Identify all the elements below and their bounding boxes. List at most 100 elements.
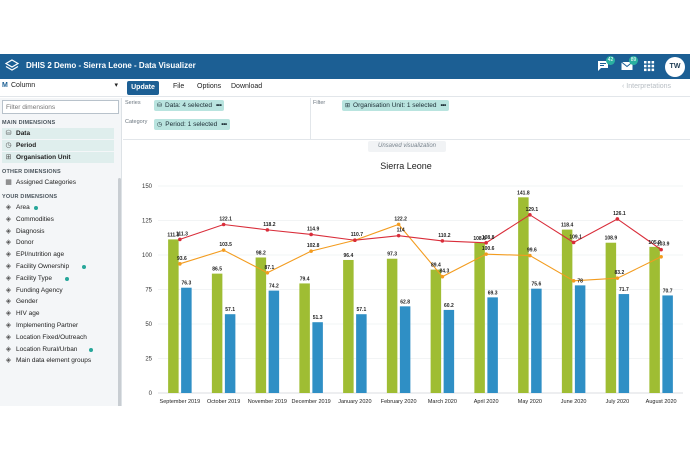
red-point[interactable] xyxy=(484,241,488,245)
bar-green[interactable] xyxy=(343,259,354,393)
red-point[interactable] xyxy=(571,240,576,245)
chart-gridlines xyxy=(158,185,683,394)
red-point[interactable] xyxy=(178,237,182,242)
dimension-gender[interactable]: ◈ Gender xyxy=(2,296,114,307)
data-label-orange: 122.2 xyxy=(394,216,407,222)
orange-point[interactable] xyxy=(659,254,663,259)
bar-blue[interactable] xyxy=(181,287,192,393)
y-axis: 0 25 50 75 100 125 150 xyxy=(142,184,153,397)
bar-blue[interactable] xyxy=(443,309,455,393)
red-point[interactable] xyxy=(265,228,270,232)
series-data-chip[interactable]: ⛁ Data: 4 selected ••• xyxy=(154,100,225,111)
orange-point[interactable] xyxy=(615,276,620,280)
category-period-chip[interactable]: ◷ Period: 1 selected ••• xyxy=(154,119,230,130)
bar-green[interactable] xyxy=(430,269,442,393)
orange-point[interactable] xyxy=(309,249,313,253)
bar-green[interactable] xyxy=(605,242,617,393)
bar-blue[interactable] xyxy=(268,290,280,393)
x-tick-label: October 2019 xyxy=(207,399,240,405)
orange-point[interactable] xyxy=(178,262,182,266)
bar-green[interactable] xyxy=(561,229,573,393)
dimension-hiv-age[interactable]: ◈ HIV age xyxy=(2,308,114,319)
visualization-type-select[interactable]: M Column ▾ xyxy=(2,81,120,95)
bar-blue[interactable] xyxy=(574,285,586,393)
dimension-implementing-partner[interactable]: ◈ Implementing Partner xyxy=(2,320,114,331)
orange-point[interactable] xyxy=(265,271,270,275)
red-point[interactable] xyxy=(353,238,357,243)
bar-green[interactable] xyxy=(474,242,485,393)
data-label-red: 110.7 xyxy=(351,232,363,238)
dimension-area[interactable]: ◈ Area xyxy=(2,202,114,213)
filter-org-unit-chip[interactable]: ⊞ Organisation Unit: 1 selected ••• xyxy=(342,100,449,111)
dimension-facility-ownership[interactable]: ◈ Facility Ownership xyxy=(2,261,114,272)
red-point[interactable] xyxy=(528,213,532,217)
dimension-icon: ◈ xyxy=(5,298,12,306)
dimension-assigned-categories[interactable]: ▦ Assigned Categories xyxy=(2,177,114,188)
file-menu[interactable]: File xyxy=(173,83,185,90)
data-label-blue: 57.1 xyxy=(225,307,235,313)
bar-blue[interactable] xyxy=(531,288,542,393)
red-point[interactable] xyxy=(659,247,663,252)
dimension-location-fixed-outreach[interactable]: ◈ Location Fixed/Outreach xyxy=(2,332,114,343)
bar-blue[interactable] xyxy=(356,314,367,393)
orange-point[interactable] xyxy=(440,274,445,279)
bar-green[interactable] xyxy=(649,246,660,393)
dimension-donor[interactable]: ◈ Donor xyxy=(2,237,114,248)
dimension-label: Location Fixed/Outreach xyxy=(16,333,87,341)
data-label-red: 114 xyxy=(397,228,405,234)
red-point[interactable] xyxy=(221,222,226,227)
x-tick-label: June 2020 xyxy=(561,399,587,405)
user-avatar[interactable]: TW xyxy=(665,57,685,77)
orange-point[interactable] xyxy=(396,222,401,227)
red-point[interactable] xyxy=(309,232,313,237)
chip-menu-icon[interactable]: ••• xyxy=(440,102,447,109)
orange-point[interactable] xyxy=(528,253,532,258)
bar-green[interactable] xyxy=(299,283,310,393)
dimension-label: Commodities xyxy=(16,215,54,223)
apps-grid-icon[interactable] xyxy=(642,59,656,73)
dimension-data[interactable]: ⛁ Data xyxy=(2,128,114,139)
interpretations-toggle[interactable]: ‹ Interpretations xyxy=(622,83,671,90)
dimension-main-data-element-groups[interactable]: ◈ Main data element groups xyxy=(2,355,114,366)
bar-green[interactable] xyxy=(386,258,398,393)
bar-green[interactable] xyxy=(211,273,223,393)
download-menu[interactable]: Download xyxy=(231,83,263,90)
orange-point[interactable] xyxy=(221,248,226,252)
sidebar-scrollbar[interactable] xyxy=(118,178,121,406)
dimension-commodities[interactable]: ◈ Commodities xyxy=(2,214,114,225)
dimension-epi-nutrition-age[interactable]: ◈ EPI/nutrition age xyxy=(2,249,114,260)
dimension-location-rural-urban[interactable]: ◈ Location Rural/Urban xyxy=(2,344,114,355)
dimension-org-unit[interactable]: ⊞ Organisation Unit xyxy=(2,152,114,163)
bar-blue[interactable] xyxy=(224,314,236,393)
filter-dimensions-input[interactable] xyxy=(2,100,119,114)
bar-blue[interactable] xyxy=(399,306,411,393)
red-point[interactable] xyxy=(396,233,401,238)
red-point[interactable] xyxy=(615,217,620,221)
bar-green[interactable] xyxy=(168,239,179,393)
chip-menu-icon[interactable]: ••• xyxy=(221,121,227,128)
options-menu[interactable]: Options xyxy=(197,83,222,90)
dimension-period[interactable]: ◷ Period xyxy=(2,140,114,151)
dimension-facility-type[interactable]: ◈ Facility Type xyxy=(2,273,114,284)
dhis2-logo-icon[interactable] xyxy=(4,58,20,74)
orange-point[interactable] xyxy=(571,279,576,283)
red-point[interactable] xyxy=(440,239,445,243)
interpretations-icon[interactable] xyxy=(596,59,610,73)
bar-green[interactable] xyxy=(518,197,529,393)
dimension-funding-agency[interactable]: ◈ Funding Agency xyxy=(2,285,114,296)
data-label-orange: 83.2 xyxy=(615,270,625,276)
data-label-green: 141.8 xyxy=(517,190,530,196)
bar-green[interactable] xyxy=(255,257,267,393)
data-label-blue: 70.7 xyxy=(663,288,673,294)
data-label-orange: 99.6 xyxy=(527,248,537,254)
bar-blue[interactable] xyxy=(312,322,323,393)
update-button[interactable]: Update xyxy=(127,81,159,95)
orange-point[interactable] xyxy=(484,252,488,256)
dimension-label: Gender xyxy=(16,298,38,306)
bar-blue[interactable] xyxy=(487,297,498,393)
chip-menu-icon[interactable]: ••• xyxy=(216,102,222,109)
bar-blue[interactable] xyxy=(662,295,673,393)
chart-lines xyxy=(178,213,663,283)
bar-blue[interactable] xyxy=(618,294,630,393)
dimension-diagnosis[interactable]: ◈ Diagnosis xyxy=(2,226,114,237)
